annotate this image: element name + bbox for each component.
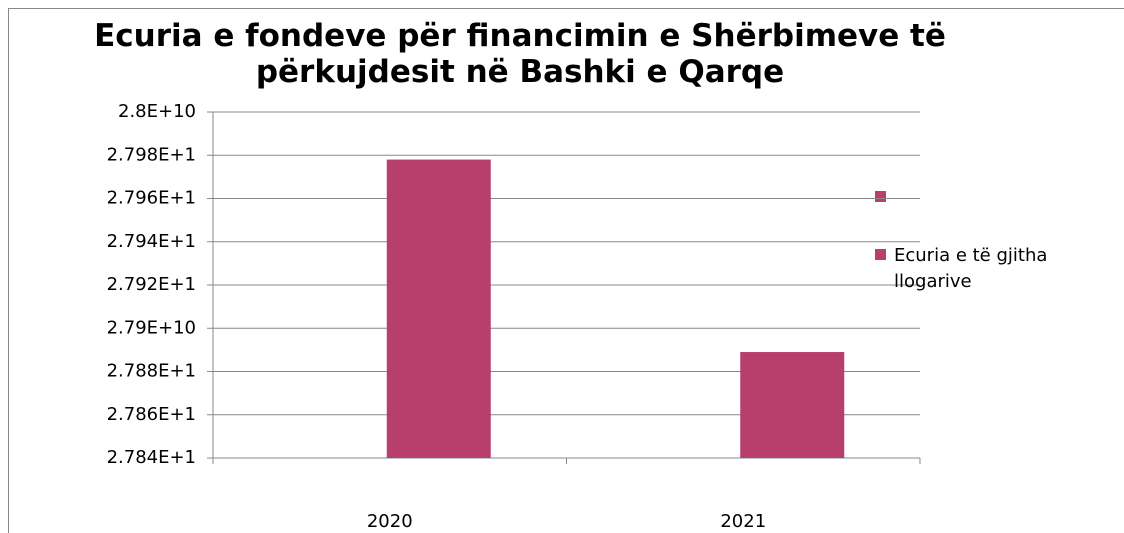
legend-label: Ecuria e të gjitha llogarive [894, 245, 1048, 292]
y-tick-label: 2.796E+1 [107, 188, 196, 209]
y-tick-label: 2.8E+10 [118, 101, 196, 122]
legend-swatch [875, 249, 886, 260]
y-tick-label: 2.786E+1 [107, 404, 196, 425]
y-tick-label: 2.79E+10 [107, 317, 196, 338]
x-tick-label: 2021 [720, 511, 766, 532]
y-tick-label: 2.784E+1 [107, 447, 196, 468]
legend-swatch [875, 191, 886, 202]
bar [740, 352, 845, 458]
chart-title: Ecuria e fondeve për financimin e Shërbi… [94, 18, 946, 90]
y-tick-label: 2.792E+1 [107, 274, 196, 295]
y-tick-label: 2.788E+1 [107, 361, 196, 382]
y-tick-label: 2.798E+1 [107, 144, 196, 165]
y-tick-label: 2.794E+1 [107, 231, 196, 252]
chart-frame [8, 8, 1124, 533]
x-tick-label: 2020 [367, 511, 413, 532]
bar [386, 159, 491, 458]
